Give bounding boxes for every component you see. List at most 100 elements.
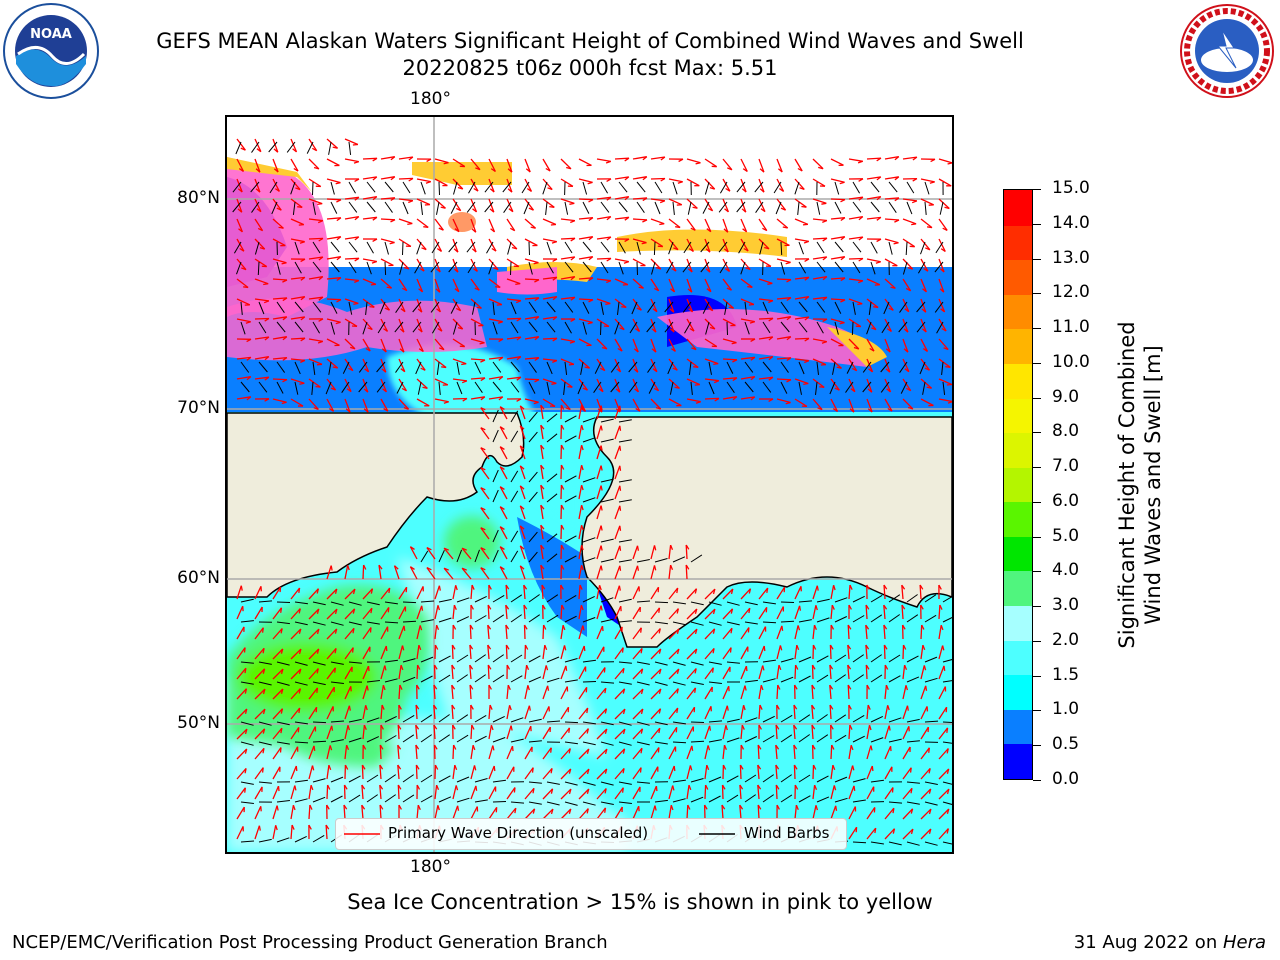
wave-direction-arrowhead [640, 708, 644, 715]
wave-direction-arrow [433, 705, 436, 720]
wind-barb [646, 321, 656, 333]
wave-direction-arrowhead [672, 367, 678, 371]
wave-direction-arrowhead [831, 744, 835, 750]
wave-direction-arrow [326, 588, 338, 600]
wind-barb [402, 241, 404, 256]
wave-direction-arrowhead [262, 748, 265, 754]
wind-barb [240, 301, 243, 315]
wave-direction-arrow [480, 547, 490, 560]
wind-barb [240, 781, 254, 785]
wave-direction-arrow [326, 378, 337, 391]
wave-direction-arrowhead [886, 328, 892, 333]
wave-direction-arrowhead [244, 728, 248, 735]
wind-barb [348, 718, 362, 723]
wind-barb [636, 661, 650, 665]
wind-barb [564, 475, 577, 483]
wave-direction-arrowhead [606, 178, 612, 182]
wind-barb [780, 794, 793, 803]
wind-barb [582, 241, 592, 253]
wind-barb [708, 795, 721, 803]
wave-direction-arrowhead [480, 396, 486, 401]
wave-direction-arrow [362, 258, 377, 263]
wind-barb [258, 838, 272, 843]
wave-direction-arrowhead [600, 505, 603, 511]
wave-direction-arrow [434, 318, 443, 332]
wind-barb [510, 470, 519, 483]
wave-direction-arrowhead [739, 784, 744, 790]
wave-maximum-field [227, 516, 500, 767]
wave-direction-arrow [523, 585, 526, 600]
wave-direction-arrowhead [624, 238, 630, 243]
wave-direction-arrowhead [848, 704, 852, 710]
wave-direction-arrow [398, 318, 405, 333]
wave-direction-arrow [452, 744, 455, 760]
wind-barb [870, 674, 883, 683]
wave-direction-arrowhead [440, 206, 446, 209]
wave-direction-arrow [578, 808, 589, 820]
wind-barb [888, 717, 902, 723]
wind-barb [880, 361, 890, 373]
wind-barb [618, 499, 632, 503]
wave-direction-arrowhead [582, 625, 585, 631]
wave-direction-arrowhead [394, 565, 399, 570]
wave-direction-arrow [272, 278, 288, 281]
wind-barb [852, 841, 867, 844]
wave-direction-arrow [398, 338, 405, 353]
wind-barb [510, 801, 525, 804]
colorbar-tick-label: 15.0 [1052, 178, 1090, 198]
wind-barb [618, 559, 632, 563]
wave-direction-arrow [308, 608, 320, 620]
wave-direction-arrowhead [688, 308, 693, 313]
wind-barb [942, 781, 952, 785]
wind-barb [510, 430, 519, 443]
wind-barb [922, 381, 926, 395]
wave-direction-arrowhead [624, 196, 630, 201]
wave-direction-arrow [308, 785, 312, 800]
wave-direction-arrowhead [300, 337, 306, 342]
wind-barb [395, 361, 404, 373]
wind-barb [618, 539, 632, 543]
wave-direction-arrowhead [669, 308, 675, 313]
wind-barb [258, 321, 267, 334]
wave-direction-arrow [524, 725, 532, 740]
wave-direction-arrowhead [365, 705, 368, 711]
wave-direction-arrow [469, 624, 472, 640]
wave-direction-arrow [938, 278, 945, 293]
wave-direction-arrow [362, 338, 371, 352]
wave-direction-arrowhead [804, 296, 810, 301]
wave-direction-arrowhead [336, 199, 342, 203]
nws-logo [1178, 2, 1276, 100]
wave-direction-arrowhead [705, 784, 709, 790]
wave-direction-arrowhead [655, 406, 661, 410]
wave-direction-arrowhead [713, 380, 720, 384]
wind-barb [934, 261, 944, 273]
wind-barb [888, 738, 902, 743]
wind-barb [672, 741, 687, 744]
colorbar-tick [1033, 397, 1041, 399]
wave-direction-arrow [452, 378, 467, 382]
wind-barb [888, 675, 901, 683]
wave-direction-arrowhead [657, 747, 660, 753]
wind-barb [402, 734, 415, 743]
noaa-logo-text: NOAA [30, 27, 72, 42]
wave-direction-arrow [254, 336, 269, 340]
wind-barb [582, 417, 596, 423]
wave-direction-arrowhead [282, 336, 288, 341]
wave-direction-arrow [578, 425, 583, 440]
wind-barb [631, 301, 638, 315]
wave-direction-arrowhead [857, 280, 864, 284]
wave-direction-arrow [794, 276, 809, 280]
wave-direction-arrow [344, 666, 353, 680]
wave-direction-arrow [668, 608, 679, 620]
wind-barb [852, 714, 865, 723]
wave-direction-arrow [704, 278, 712, 292]
wave-direction-arrow [290, 824, 293, 840]
wave-direction-arrowhead [709, 326, 716, 330]
wave-direction-arrow [308, 198, 323, 205]
wave-direction-arrowhead [619, 485, 622, 491]
wave-direction-arrowhead [433, 744, 438, 750]
wave-direction-arrowhead [408, 200, 414, 204]
wind-barb [762, 301, 769, 315]
wave-direction-arrowhead [742, 168, 748, 173]
wave-direction-arrow [398, 398, 410, 410]
